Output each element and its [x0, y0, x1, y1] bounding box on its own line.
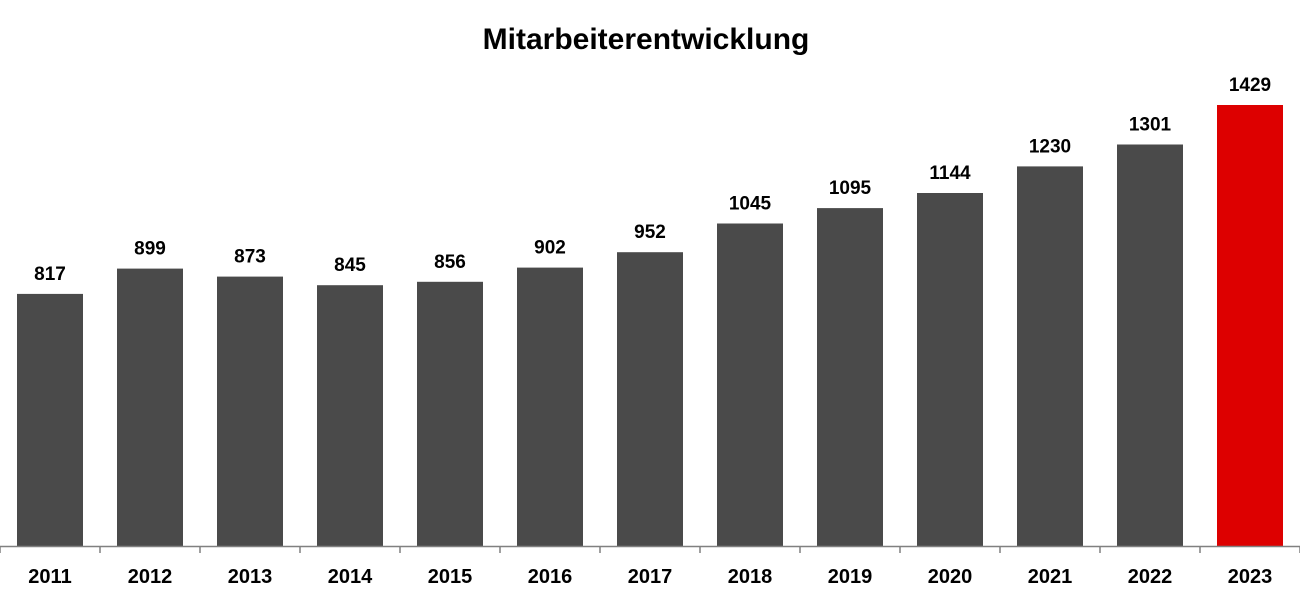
- data-label-2015: 856: [434, 252, 466, 273]
- x-tick-label-2018: 2018: [728, 566, 773, 588]
- data-label-2014: 845: [334, 255, 366, 276]
- x-tick-label-2017: 2017: [628, 566, 673, 588]
- bar-2013: [217, 276, 283, 546]
- x-tick-label-2012: 2012: [128, 566, 173, 588]
- x-tick-label-2015: 2015: [428, 566, 473, 588]
- bar-2019: [817, 208, 883, 546]
- data-label-2011: 817: [34, 264, 66, 285]
- chart-title: Mitarbeiterentwicklung: [483, 23, 810, 56]
- x-tick-label-2013: 2013: [228, 566, 273, 588]
- x-tick-label-2011: 2011: [28, 566, 71, 588]
- bar-2020: [917, 193, 983, 546]
- bar-2017: [617, 252, 683, 546]
- x-tick-label-2019: 2019: [828, 566, 873, 588]
- bar-2012: [117, 268, 183, 546]
- bar-2018: [717, 223, 783, 546]
- bar-2015: [417, 281, 483, 546]
- data-labels-layer: 817 899 873 845 856 902 952 1045 1095 1144 1230 130…: [34, 75, 1271, 285]
- bar-2023: [1217, 105, 1283, 546]
- x-tick-label-2022: 2022: [1128, 566, 1173, 588]
- data-label-2023: 1429: [1229, 75, 1271, 96]
- data-label-2012: 899: [134, 239, 166, 260]
- bar-2021: [1017, 166, 1083, 546]
- x-tick-label-2016: 2016: [528, 566, 573, 588]
- bars-layer: [17, 105, 1283, 546]
- data-label-2016: 902: [534, 238, 566, 259]
- data-label-2022: 1301: [1129, 115, 1172, 136]
- x-axis: 2011 2012 2013 2014 2015 2016 2017 2018 2019 2020…: [0, 545, 1300, 588]
- bar-2011: [17, 293, 83, 546]
- x-tick-label-2014: 2014: [328, 566, 373, 588]
- bar-2022: [1117, 144, 1183, 546]
- data-label-2013: 873: [234, 247, 266, 268]
- data-label-2017: 952: [634, 222, 666, 243]
- data-label-2021: 1230: [1029, 136, 1071, 157]
- x-tick-label-2021: 2021: [1028, 566, 1073, 588]
- bar-2014: [317, 285, 383, 546]
- x-tick-label-2020: 2020: [928, 566, 973, 588]
- data-label-2019: 1095: [829, 178, 872, 199]
- bar-2016: [517, 267, 583, 546]
- data-label-2020: 1144: [929, 163, 971, 184]
- data-label-2018: 1045: [729, 194, 772, 215]
- x-tick-label-2023: 2023: [1228, 566, 1273, 588]
